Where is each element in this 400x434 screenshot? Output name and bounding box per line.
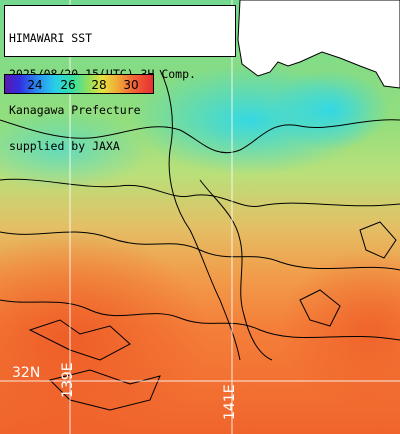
title-line-4: supplied by JAXA [9, 139, 120, 153]
title-line-3: Kanagawa Prefecture [9, 103, 141, 117]
sst-colorbar: 24 26 28 30 [4, 74, 154, 94]
colorbar-label-26: 26 [60, 78, 76, 92]
colorbar-label-28: 28 [91, 78, 107, 92]
land-mainland [237, 0, 400, 89]
map-title-box: HIMAWARI SST 2025/08/20 15(UTC) 3H Comp.… [4, 5, 236, 152]
southeast-warm-water [280, 250, 400, 410]
west-cool-water [0, 110, 150, 190]
colorbar-label-30: 30 [123, 78, 139, 92]
tokyo-bay-cool-water [270, 70, 390, 150]
sst-contours [0, 69, 400, 411]
lat-label-32n: 32N [12, 365, 41, 381]
southwest-warm-water [0, 230, 210, 434]
lon-label-139e: 139E [60, 362, 76, 398]
title-line-1: HIMAWARI SST [9, 31, 93, 45]
lon-label-141e: 141E [222, 384, 238, 420]
colorbar-label-24: 24 [27, 78, 43, 92]
